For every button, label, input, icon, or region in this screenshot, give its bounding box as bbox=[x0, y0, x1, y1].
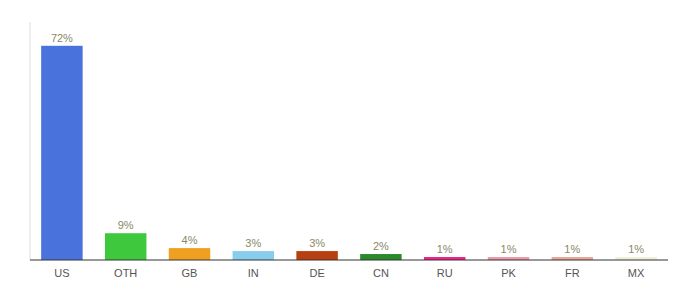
chart: 72% 9% 4% 3% 3% 2% 1% 1% 1% 1% US OTH GB IN DE CN RU PK FR… bbox=[0, 0, 680, 300]
x-tick-label: US bbox=[54, 267, 69, 279]
x-tick-label: FR bbox=[565, 267, 580, 279]
bar bbox=[169, 248, 210, 260]
bar bbox=[233, 251, 274, 260]
data-label: 1% bbox=[501, 243, 517, 255]
bar bbox=[41, 46, 82, 260]
data-label: 3% bbox=[245, 237, 261, 249]
x-tick-label: IN bbox=[248, 267, 259, 279]
data-label: 4% bbox=[182, 234, 198, 246]
x-tick-label: MX bbox=[628, 267, 645, 279]
data-label: 9% bbox=[118, 219, 134, 231]
x-tick-label: GB bbox=[182, 267, 198, 279]
data-label: 2% bbox=[373, 240, 389, 252]
x-tick-label: RU bbox=[437, 267, 453, 279]
bars bbox=[41, 46, 657, 260]
data-label: 72% bbox=[51, 32, 73, 44]
x-tick-label: PK bbox=[501, 267, 516, 279]
bar bbox=[360, 254, 401, 260]
data-label: 1% bbox=[437, 243, 453, 255]
data-label: 1% bbox=[628, 243, 644, 255]
bar bbox=[296, 251, 337, 260]
data-label: 3% bbox=[309, 237, 325, 249]
x-tick-label: CN bbox=[373, 267, 389, 279]
chart-container: 72% 9% 4% 3% 3% 2% 1% 1% 1% 1% US OTH GB IN DE CN RU PK FR… bbox=[0, 0, 680, 300]
y-axis-line bbox=[30, 22, 31, 260]
x-tick-label: OTH bbox=[114, 267, 137, 279]
data-label: 1% bbox=[564, 243, 580, 255]
x-tick-label: DE bbox=[309, 267, 324, 279]
bar bbox=[105, 233, 146, 260]
x-axis-line bbox=[30, 260, 668, 261]
